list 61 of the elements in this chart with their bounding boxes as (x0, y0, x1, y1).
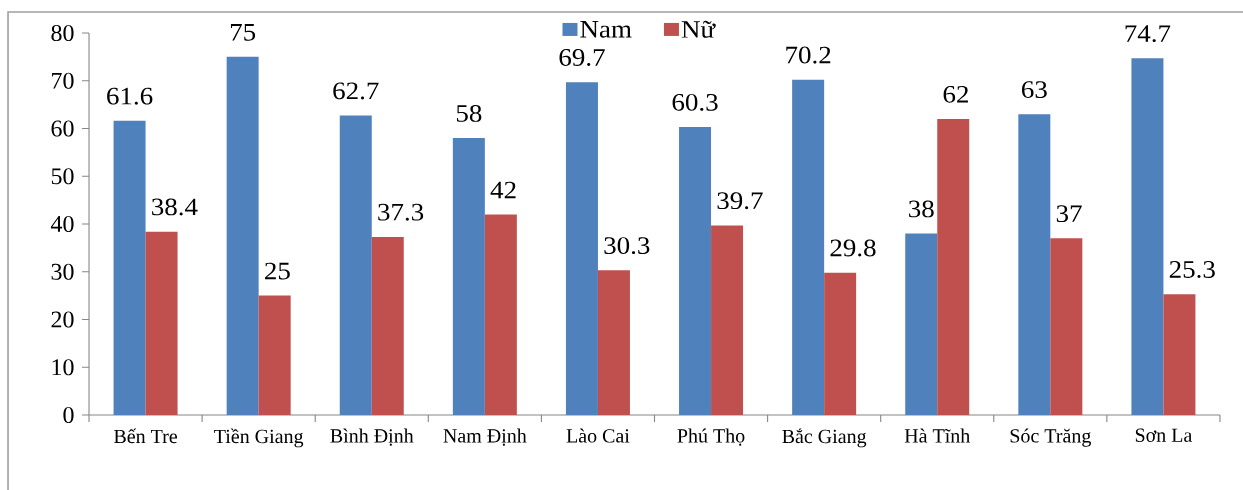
x-tick-label: Bắc Giang (782, 428, 867, 448)
y-tick-label: 50 (51, 168, 74, 185)
bar (711, 225, 744, 415)
bar (597, 270, 630, 415)
bar (1163, 294, 1196, 415)
x-tick-label: Hà Tĩnh (904, 428, 971, 443)
bar (1050, 238, 1083, 415)
bar (565, 82, 598, 415)
x-tick-label: Lào Cai (566, 428, 630, 443)
y-tick-label: 20 (51, 311, 74, 328)
data-label: 60.3 (672, 93, 718, 111)
x-tick-label: Sơn La (1135, 428, 1193, 442)
data-label: 37 (1056, 205, 1082, 223)
bar (679, 127, 712, 415)
x-tick-label: Nam Định (443, 428, 527, 446)
data-label: 29.8 (830, 239, 876, 257)
data-label: 58 (456, 104, 482, 122)
data-label: 38.4 (152, 198, 198, 216)
data-label: 38 (909, 200, 934, 218)
data-label: 61.6 (107, 87, 153, 105)
data-label: 69.7 (559, 49, 605, 66)
data-label: 70.2 (786, 46, 831, 64)
bar (484, 214, 517, 415)
data-label: 74.7 (1125, 25, 1171, 43)
data-label: 62.7 (333, 82, 379, 100)
bar (226, 56, 259, 415)
y-tick-label: 60 (51, 120, 74, 137)
x-tick-label: Sóc Trăng (1010, 428, 1091, 447)
legend-label: Nam (580, 21, 632, 38)
y-tick-label: 70 (52, 72, 74, 89)
data-label: 75 (230, 24, 256, 41)
data-label: 62 (943, 85, 968, 103)
bar (113, 120, 146, 415)
bar (792, 79, 825, 415)
data-label: 42 (490, 181, 516, 199)
bar (905, 233, 938, 415)
data-label: 30.3 (604, 237, 650, 255)
bar (824, 272, 857, 415)
data-label: 39.7 (717, 192, 763, 210)
data-label: 63 (1021, 81, 1047, 98)
bar (258, 295, 291, 415)
data-label: 25 (265, 262, 290, 280)
legend-label: Nữ (681, 20, 716, 38)
bar (371, 236, 404, 415)
y-tick-label: 10 (52, 359, 74, 376)
bar (145, 231, 178, 415)
bar (339, 115, 372, 415)
y-tick-label: 40 (50, 215, 74, 233)
data-label: 25.3 (1169, 261, 1215, 278)
bar (452, 138, 485, 415)
x-tick-label: Phú Thọ (677, 428, 745, 446)
bar (937, 118, 970, 415)
y-tick-label: 30 (51, 263, 74, 280)
y-tick-label: 0 (63, 406, 74, 424)
bar (1131, 58, 1164, 415)
x-tick-label: Tiền Giang (214, 428, 304, 448)
bar (1018, 114, 1051, 415)
x-tick-label: Bến Tre (114, 428, 178, 444)
data-label: 37.3 (378, 203, 424, 221)
x-tick-label: Bình Định (330, 428, 414, 446)
y-tick-label: 80 (51, 24, 74, 42)
